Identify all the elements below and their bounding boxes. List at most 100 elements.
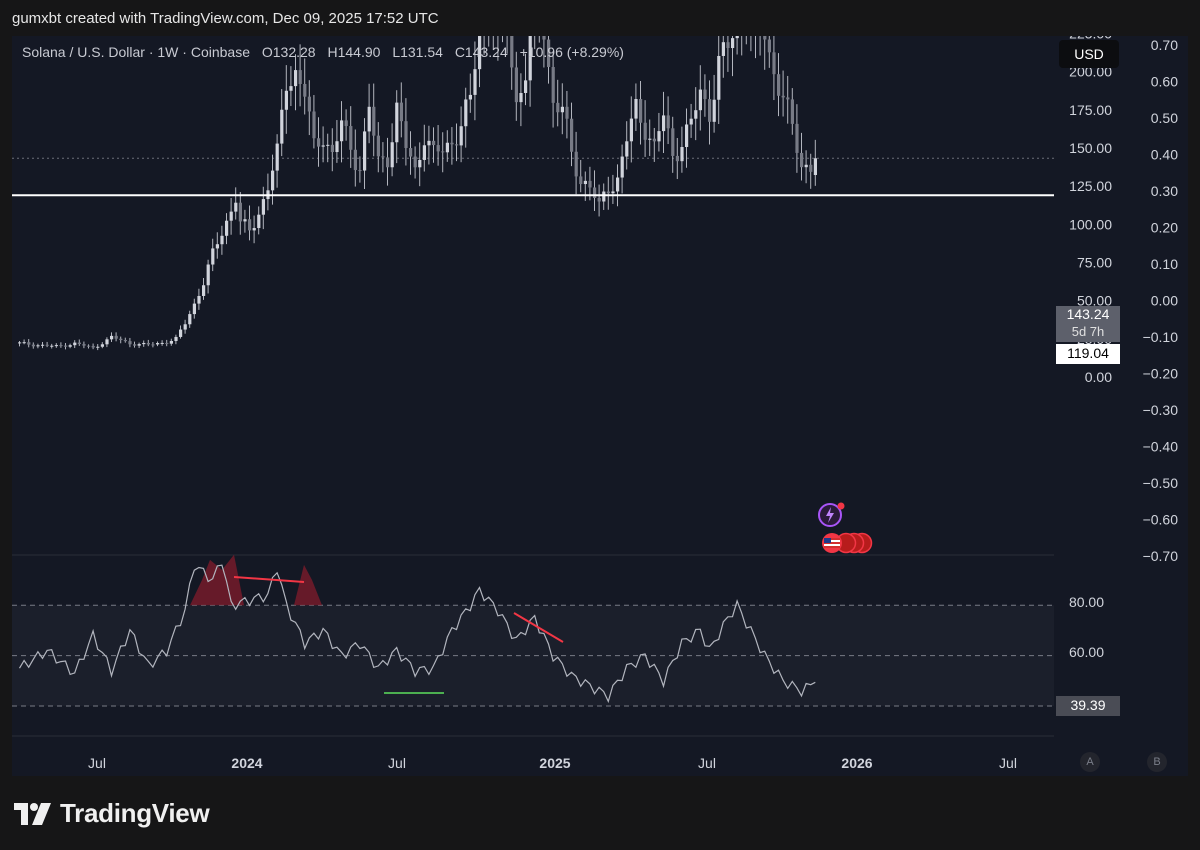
candle-body (27, 342, 31, 345)
candle-body (344, 120, 348, 127)
attribution-text: gumxbt created with TradingView.com, Dec… (12, 10, 439, 27)
candle-body (542, 36, 546, 40)
candle-body (188, 314, 192, 325)
candle-body (289, 86, 293, 91)
legend-close: C143.24 (454, 44, 508, 60)
price-axis-label: 225.00 (1069, 36, 1112, 41)
lightning-event-icon[interactable] (816, 501, 846, 529)
candle-body (330, 144, 334, 153)
candle-body (395, 102, 399, 143)
secondary-axis-label: 0.60 (1151, 74, 1178, 90)
time-axis-label: Jul (698, 755, 716, 771)
candle-body (721, 42, 725, 56)
candle-body (22, 342, 26, 344)
candle-body (441, 151, 445, 153)
candle-body (211, 248, 215, 265)
economic-events-flags-icon[interactable] (818, 532, 874, 554)
candle-body (422, 145, 426, 160)
candle-body (795, 123, 799, 153)
candle-body (731, 38, 735, 49)
candle-body (229, 211, 233, 221)
candle-body (809, 164, 813, 172)
current-price-label: 143.24 (1066, 306, 1110, 322)
candle-body (735, 36, 739, 39)
legend-symbol[interactable]: Solana / U.S. Dollar · 1W · Coinbase (22, 44, 250, 60)
candle-body (547, 39, 551, 68)
candle-body (192, 303, 196, 315)
brand-name: TradingView (60, 798, 210, 828)
candle-body (335, 141, 339, 153)
candle-body (459, 126, 463, 146)
rsi-value-tag: 39.39 (1056, 696, 1120, 716)
price-axis-label: 50.00 (1077, 293, 1112, 309)
candle-body (565, 106, 569, 119)
candle-body (234, 202, 238, 212)
candle-body (284, 90, 288, 110)
secondary-axis-label: −0.40 (1143, 439, 1179, 455)
rsi-overbought-fill (190, 554, 244, 606)
chart-frame[interactable]: 300.00275.00250.00225.00200.00175.00150.… (12, 36, 1188, 776)
candle-body (418, 159, 422, 168)
candle-body (685, 124, 689, 148)
candle-body (643, 122, 647, 140)
candle-body (165, 342, 169, 344)
candle-body (473, 69, 477, 95)
price-axis-bg (1054, 36, 1188, 776)
candle-body (156, 343, 160, 345)
candle-body (73, 342, 77, 346)
candle-body (18, 342, 22, 344)
candle-body (666, 115, 670, 129)
candle-body (671, 128, 675, 156)
candle-body (82, 344, 86, 346)
candle-body (326, 144, 330, 146)
rsi-line (18, 564, 816, 704)
candle-body (777, 74, 781, 96)
candle-body (588, 180, 592, 188)
price-axis-label: 150.00 (1069, 140, 1112, 156)
candle-body (303, 83, 307, 97)
candle-body (399, 102, 403, 122)
candle-body (243, 219, 247, 222)
candle-body (137, 344, 141, 346)
candle-body (611, 191, 615, 194)
scale-b-button[interactable]: B (1147, 752, 1167, 772)
time-axis-label: 2025 (539, 755, 570, 771)
candle-body (689, 118, 693, 125)
secondary-axis-label: −0.50 (1143, 475, 1179, 491)
chart-canvas[interactable]: 300.00275.00250.00225.00200.00175.00150.… (12, 36, 1188, 776)
legend-high: H144.90 (327, 44, 381, 60)
candle-body (574, 151, 578, 177)
candle-body (404, 121, 408, 149)
candle-body (220, 235, 224, 245)
candle-body (708, 99, 712, 122)
currency-button[interactable]: USD (1059, 40, 1119, 68)
candle-body (77, 342, 81, 345)
candle-body (275, 143, 279, 171)
candle-body (657, 131, 661, 142)
candle-body (698, 89, 702, 111)
candle-body (519, 92, 523, 103)
candle-body (105, 339, 109, 345)
candle-body (50, 345, 54, 347)
candle-body (680, 147, 684, 162)
candle-body (556, 102, 560, 113)
current-price-tag: 143.24 5d 7h (1056, 306, 1120, 342)
price-axis-label: 100.00 (1069, 216, 1112, 232)
candle-body (409, 148, 413, 157)
auto-scale-button[interactable]: A (1080, 752, 1100, 772)
bearish-divergence-line (233, 576, 305, 583)
candle-body (455, 144, 459, 146)
candle-body (174, 336, 178, 341)
candle-body (579, 176, 583, 185)
candle-body (248, 219, 252, 231)
candle-body (271, 170, 275, 191)
candle-body (629, 118, 633, 142)
candle-body (312, 111, 316, 139)
candle-body (298, 70, 302, 84)
candle-body (87, 345, 91, 347)
price-axis-label: 75.00 (1077, 254, 1112, 270)
candle-body (363, 131, 367, 171)
candle-body (317, 138, 321, 147)
candle-body (427, 140, 431, 146)
candle-body (583, 180, 587, 185)
